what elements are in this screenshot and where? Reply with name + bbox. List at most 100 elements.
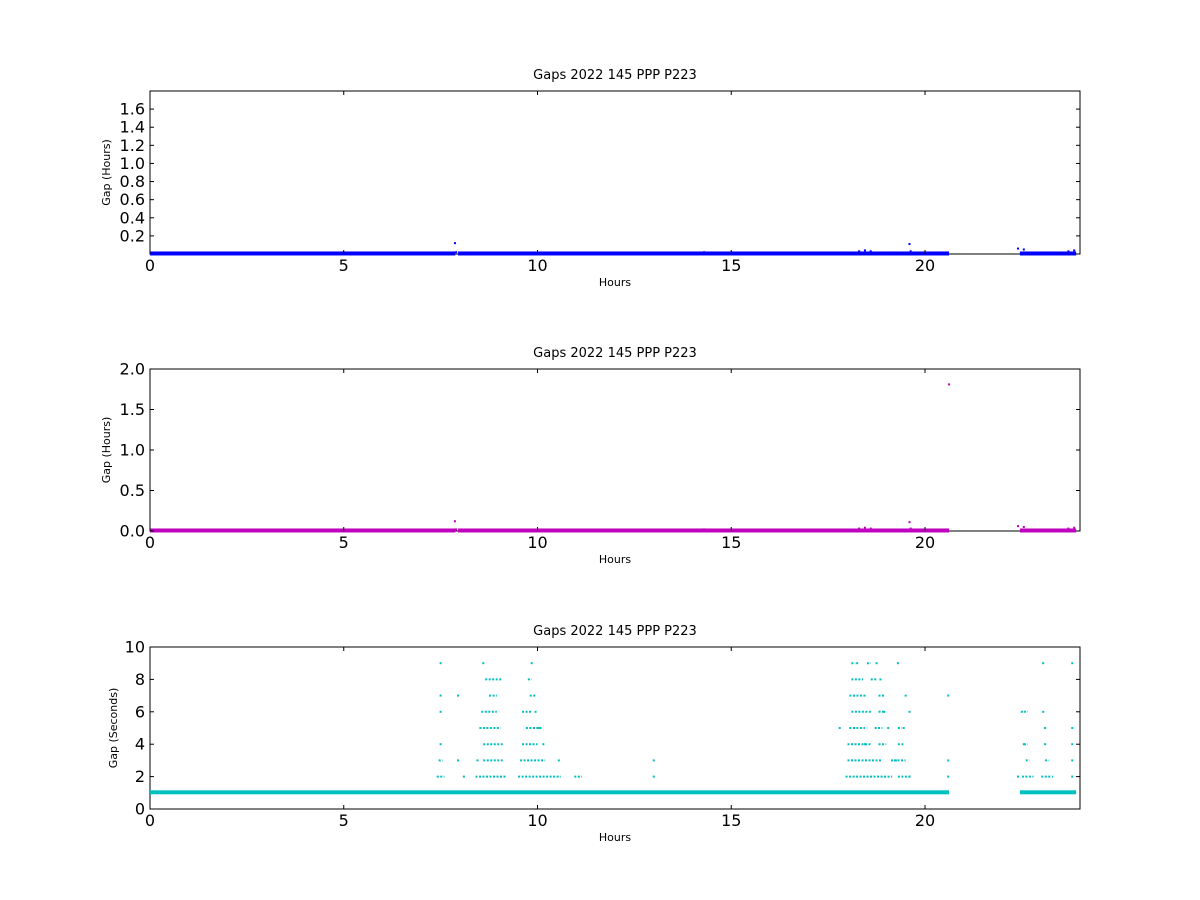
data-point: [530, 662, 533, 665]
chart-panel-1: 0 5 10 15 20 0.20.40.60.81.01.21.41.6 Gaps 202…: [100, 68, 1081, 289]
data-point: [557, 759, 560, 762]
x-tick-label: 5: [339, 533, 349, 552]
data-band: [1019, 790, 1077, 795]
y-tick-label: 6: [135, 702, 145, 721]
data-point: [1044, 743, 1047, 746]
data-point: [863, 526, 866, 529]
data-point: [883, 710, 886, 713]
y-tick-label: 4: [135, 735, 145, 754]
data-point: [908, 521, 911, 524]
x-tick-label: 5: [339, 256, 349, 275]
chart-title: Gaps 2022 145 PPP P223: [533, 346, 697, 361]
data-point: [909, 527, 912, 530]
plot-frame: [149, 368, 1081, 532]
data-point: [904, 694, 907, 697]
data-point: [482, 662, 485, 665]
y-axis-label: Gap (Hours): [100, 139, 113, 206]
data-point: [542, 743, 545, 746]
y-tick-label: 2.0: [120, 360, 145, 379]
data-point: [457, 694, 460, 697]
data-point: [947, 694, 950, 697]
x-tick-label: 20: [915, 256, 935, 275]
data-band: [150, 528, 456, 533]
data-point: [1071, 727, 1074, 729]
data-point: [879, 678, 882, 681]
y-tick-label: 0.4: [120, 208, 145, 227]
chart-panel-2: 0 5 10 15 20 0.0 0.5 1.0 1.5 2.0 Gaps 2022 145 PPP…: [100, 346, 1081, 566]
data-point: [856, 662, 859, 665]
data-point: [453, 242, 456, 245]
y-tick-label: 8: [135, 670, 145, 689]
x-tick-label: 0: [145, 256, 155, 275]
x-tick-label: 10: [527, 533, 547, 552]
data-point: [534, 710, 537, 713]
y-tick-label: 0.5: [120, 481, 145, 500]
data-point: [858, 527, 861, 530]
data-point: [652, 775, 655, 778]
data-point: [1073, 249, 1076, 252]
y-tick-label: 1.6: [120, 100, 145, 119]
data-band: [458, 528, 950, 533]
data-point: [948, 383, 951, 386]
data-point: [908, 775, 911, 778]
data-layer: [150, 662, 1077, 795]
data-point: [1022, 248, 1025, 251]
y-axis-label: Gap (Hours): [100, 417, 113, 484]
data-point: [439, 662, 442, 665]
data-point: [453, 520, 456, 523]
chart-title: Gaps 2022 145 PPP P223: [533, 624, 697, 639]
data-point: [869, 527, 872, 530]
data-point: [703, 528, 706, 531]
y-axis-label: Gap (Seconds): [107, 688, 120, 769]
data-point: [896, 662, 899, 665]
data-point: [476, 759, 479, 762]
data-point: [1067, 527, 1070, 530]
data-point: [538, 727, 541, 729]
data-point: [894, 759, 897, 762]
data-point: [891, 759, 894, 762]
x-axis-label: Hours: [599, 831, 631, 844]
x-tick-label: 20: [915, 811, 935, 830]
data-point: [439, 694, 442, 697]
plot-frame: [149, 90, 1081, 255]
data-point: [838, 727, 841, 729]
data-point: [1071, 759, 1074, 762]
data-point: [1022, 525, 1025, 528]
data-point: [1071, 743, 1074, 746]
x-tick-label: 5: [339, 811, 349, 830]
data-point: [1042, 662, 1045, 665]
data-point: [902, 727, 905, 729]
data-point: [875, 662, 878, 665]
data-point: [455, 528, 458, 531]
data-point: [1022, 743, 1025, 746]
data-point: [908, 243, 911, 246]
chart-panel-3: 0 5 10 15 20 0 2 4 6 8 10 Gaps 2022 145 PPP P223 Hou…: [107, 624, 1081, 844]
y-tick-label: 1.0: [120, 441, 145, 460]
data-point: [869, 250, 872, 253]
data-point: [1067, 250, 1070, 253]
data-point: [1020, 710, 1023, 713]
y-tick-label: 1.2: [120, 136, 145, 155]
plot-frame: [149, 646, 1081, 810]
data-point: [1071, 662, 1074, 665]
y-tick-label: 0.2: [120, 226, 145, 245]
y-tick-label: 10: [125, 638, 145, 657]
x-tick-label: 15: [721, 256, 741, 275]
data-band: [1019, 251, 1077, 256]
x-tick-label: 20: [915, 533, 935, 552]
data-point: [462, 775, 465, 778]
x-tick-label: 15: [721, 533, 741, 552]
y-tick-label: 1.0: [120, 154, 145, 173]
data-band: [1019, 528, 1077, 533]
data-point: [457, 759, 460, 762]
data-point: [858, 250, 861, 253]
data-point: [1071, 775, 1074, 778]
y-tick-label: 1.5: [120, 400, 145, 419]
data-point: [439, 710, 442, 713]
data-point: [863, 743, 866, 746]
data-point: [909, 250, 912, 253]
data-point: [703, 251, 706, 254]
data-point: [1017, 247, 1019, 250]
data-point: [652, 759, 655, 762]
data-point: [1017, 775, 1019, 778]
